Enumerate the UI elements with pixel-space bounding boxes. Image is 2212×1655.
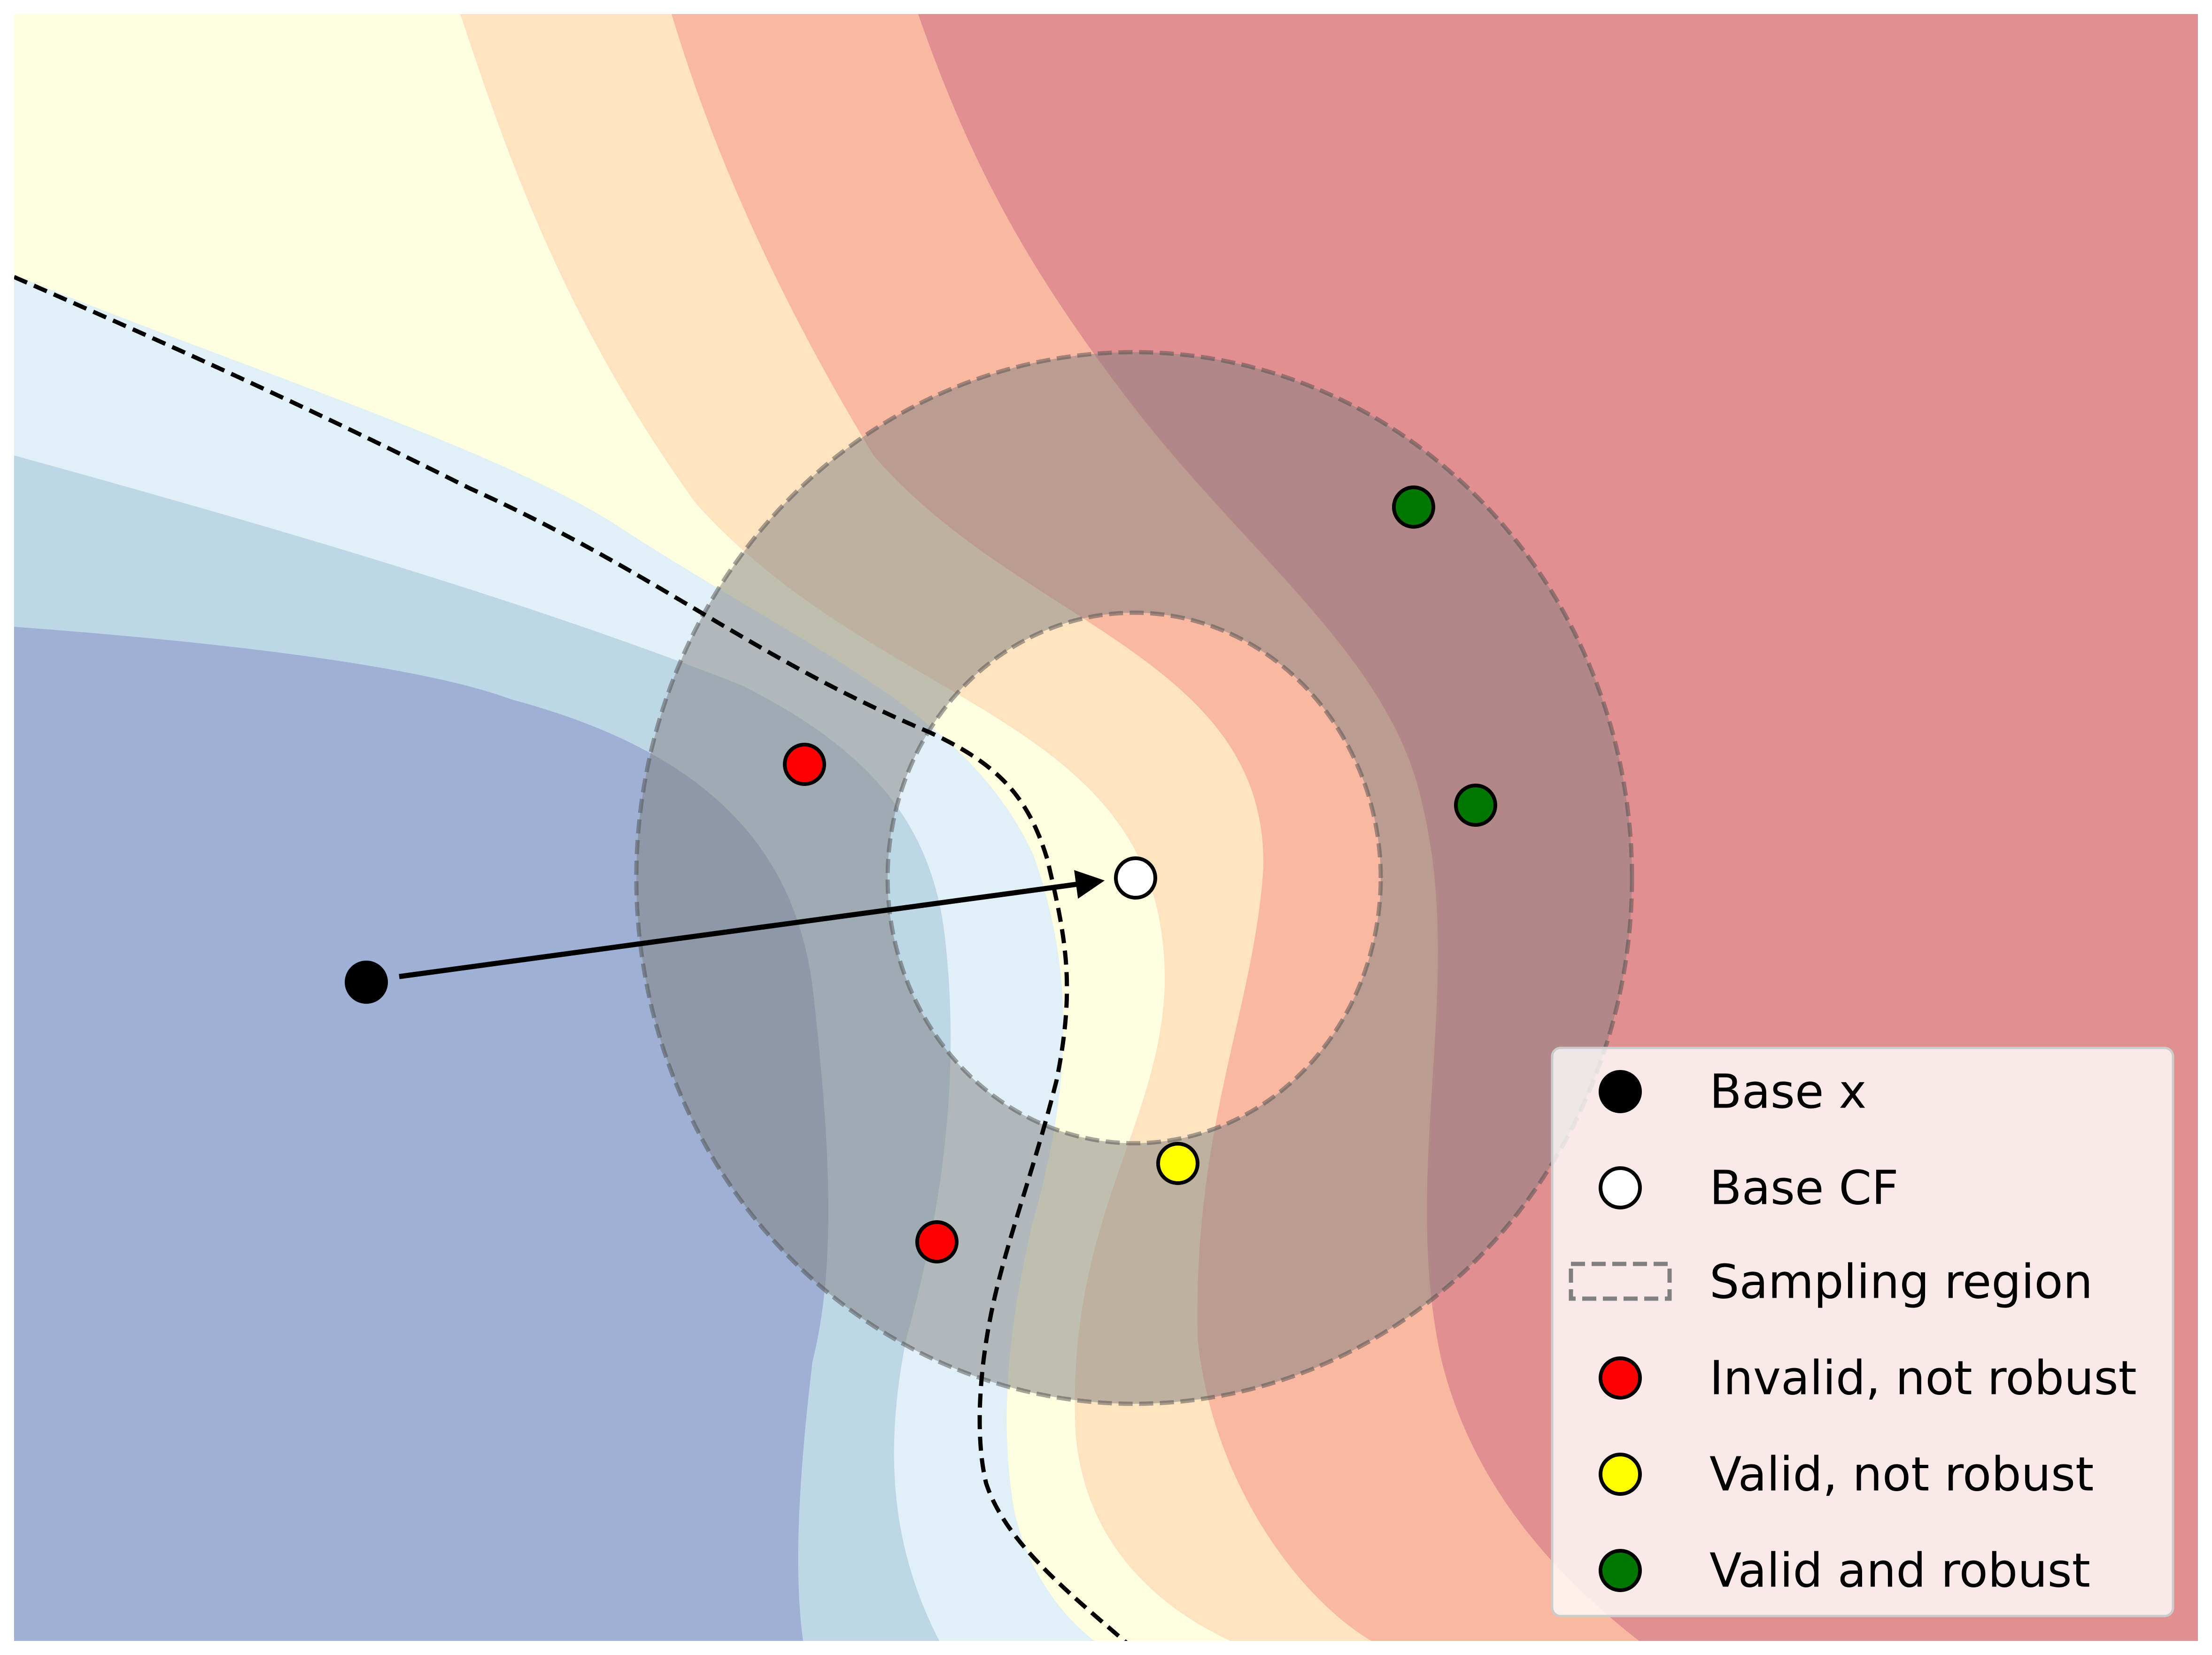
plot-area	[14, 14, 2198, 1641]
sample-point-valid-robust	[1392, 485, 1435, 529]
base-cf-point	[1114, 856, 1157, 900]
legend-label-invalid: Invalid, not robust	[1709, 1351, 2137, 1406]
decision-boundary	[14, 275, 1128, 1641]
legend-label-valid-not-robust: Valid, not robust	[1709, 1447, 2094, 1502]
sampling-region	[634, 350, 1634, 1406]
sample-point-invalid	[783, 743, 826, 786]
legend-marker-valid-not-robust	[1599, 1453, 1642, 1496]
base-x-point	[345, 961, 388, 1004]
sample-point-valid-not-robust	[1156, 1142, 1199, 1185]
legend-marker-base-cf	[1599, 1166, 1642, 1209]
legend-label-valid-robust: Valid and robust	[1709, 1543, 2090, 1598]
legend-label-sampling-region: Sampling region	[1709, 1255, 2093, 1309]
legend-marker-invalid	[1599, 1356, 1642, 1400]
legend-marker-base-x	[1599, 1070, 1642, 1113]
legend-marker-sampling-region	[1569, 1262, 1672, 1301]
legend-marker-valid-robust	[1599, 1549, 1642, 1592]
legend-label-base-x: Base x	[1709, 1064, 1866, 1119]
band-dark-blue	[14, 627, 828, 1641]
counterfactual-arrow	[399, 870, 1105, 979]
sample-point-invalid	[915, 1220, 959, 1263]
legend-label-base-cf: Base CF	[1709, 1161, 1899, 1216]
legend-box	[1551, 1047, 2174, 1617]
sample-point-valid-robust	[1454, 784, 1497, 827]
legend: Base x Base CF Sampling region Invalid, …	[1551, 1047, 2174, 1617]
